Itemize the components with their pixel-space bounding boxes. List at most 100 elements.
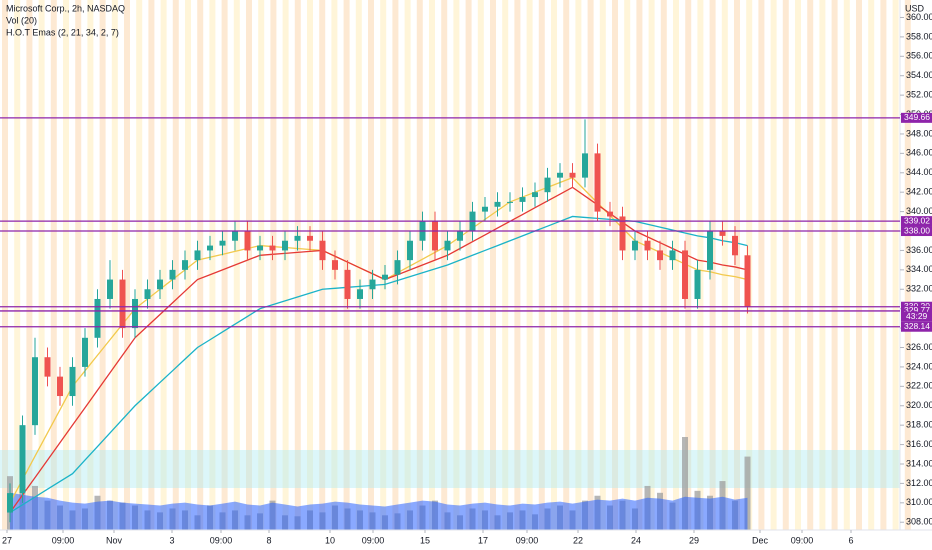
session-stripe [209,0,216,530]
session-stripe [87,0,94,530]
session-stripe [99,0,106,530]
candle-body [282,240,288,251]
session-stripe [843,0,850,530]
y-tick-label: 346.00 [906,148,932,158]
candle-body [694,269,701,299]
x-tick-label: 09:00 [516,535,539,545]
candle-body [457,231,463,241]
session-stripe [612,0,618,530]
y-tick-label: 310.00 [906,497,932,507]
candle-body [544,177,551,193]
session-stripe [697,0,704,530]
candle-body [119,279,126,329]
candle-body [569,172,576,178]
candle-body [57,376,63,397]
session-stripe [514,0,521,530]
candle-body [132,298,138,329]
chart-title: Microsoft Corp., 2h, NASDAQ [6,3,125,13]
y-tick-label: 342.00 [906,187,932,197]
candle-body [394,260,401,275]
candle-body [232,231,238,241]
session-stripe [782,0,789,530]
countdown-tag [901,311,932,322]
session-stripe [26,0,33,530]
price-level-label: 338.00 [904,225,930,235]
session-stripe [63,0,69,530]
session-stripe [172,0,179,530]
candle-body [244,231,251,251]
candle-body [682,250,688,299]
candle-body [619,216,626,251]
session-stripe [294,0,301,530]
candle-body [507,201,513,203]
candle-body [519,197,526,202]
session-stripe [2,0,8,530]
session-stripe [368,0,374,530]
x-tick-label: 09:00 [52,535,75,545]
y-tick-label: 326.00 [906,342,932,352]
candle-body [707,231,713,270]
session-stripe [490,0,496,530]
session-stripe [660,0,667,530]
candle-body [7,493,13,513]
session-stripe [538,0,545,530]
candle-body [94,298,101,338]
session-stripe [734,0,740,530]
x-tick-label: 09:00 [362,535,385,545]
session-stripe [282,0,289,530]
session-stripe [416,0,423,530]
y-tick-label: 316.00 [906,439,932,449]
candle-body [294,235,301,241]
candle-body [69,366,76,397]
candle-body [257,245,263,251]
session-stripe [819,0,826,530]
session-stripe [904,0,911,530]
indicator-label: H.O.T Emas (2, 21, 34, 2, 7) [6,27,119,37]
candle-body [432,221,438,251]
session-stripe [587,0,594,530]
candle-body [407,240,413,261]
x-tick-label: 15 [420,535,430,545]
session-stripe [429,0,435,530]
candle-body [382,274,388,280]
candle-body [107,279,113,299]
candle-body [319,240,326,261]
session-stripe [246,0,252,530]
candle-body [557,172,563,178]
candle-body [719,231,726,236]
price-level-tag [901,216,932,227]
session-stripe [148,0,155,530]
price-level-tag [901,305,932,316]
candle-body [669,250,676,261]
session-stripe [221,0,228,530]
candle-body [582,153,588,178]
x-tick-label: 29 [689,535,699,545]
y-tick-label: 336.00 [906,245,932,255]
session-stripe [648,0,655,530]
indicator-label: Vol (20) [6,15,37,25]
candle-body [194,250,201,261]
session-stripe [868,0,875,530]
y-tick-label: 354.00 [906,70,932,80]
session-stripe [795,0,801,530]
y-tick-label: 324.00 [906,361,932,371]
session-stripe [807,0,814,530]
indicator-band [0,450,900,488]
price-level-label: 329.77 [904,305,930,315]
candle-body [632,240,638,251]
x-tick-label: 10 [325,535,335,545]
candle-body [732,235,738,256]
candle-body [744,255,751,307]
price-level-label: 328.14 [904,321,930,331]
candle-body [182,260,188,270]
x-tick-label: 27 [2,535,12,545]
price-level-tag [901,112,932,123]
x-tick-label: 22 [573,535,583,545]
session-stripe [624,0,631,530]
y-tick-label: 308.00 [906,517,932,527]
candle-body [19,425,26,494]
session-stripe [636,0,643,530]
session-stripe [197,0,204,530]
